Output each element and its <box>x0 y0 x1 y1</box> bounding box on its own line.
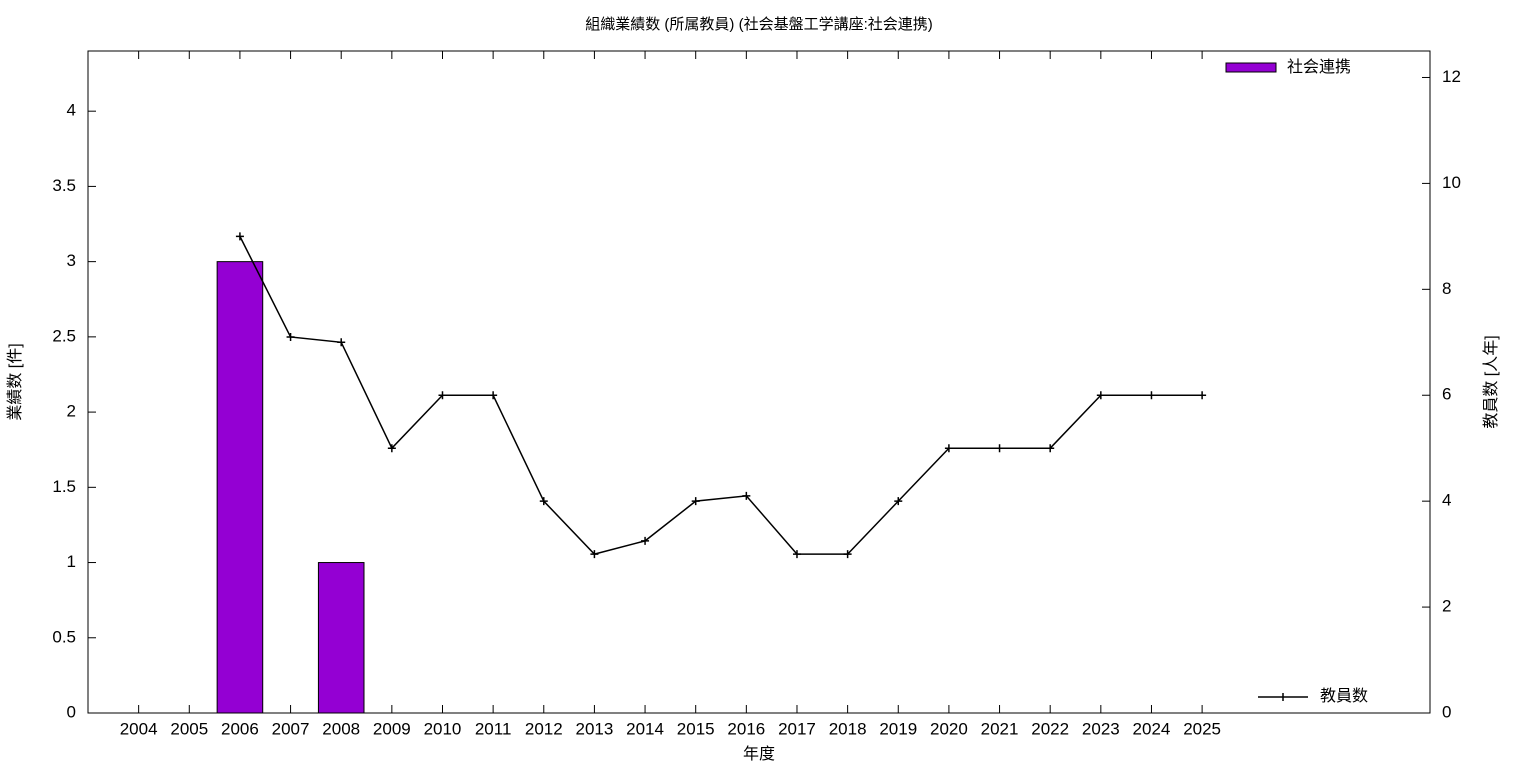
point <box>641 536 650 545</box>
point <box>691 497 700 506</box>
y-tick-label: 1 <box>67 552 76 571</box>
legend-label: 教員数 <box>1320 687 1368 705</box>
x-tick-label: 2024 <box>1133 719 1171 738</box>
point <box>1046 444 1055 453</box>
x-tick-label: 2004 <box>120 719 158 738</box>
x-tick-label: 2006 <box>221 719 259 738</box>
legend-line <box>1258 693 1308 701</box>
x-tick-label: 2018 <box>829 719 867 738</box>
point <box>1147 391 1156 400</box>
point <box>489 391 498 400</box>
y2-axis-label: 教員数 [人年] <box>1482 335 1500 428</box>
x-tick-label: 2009 <box>373 719 411 738</box>
bar <box>317 562 365 714</box>
point <box>894 497 903 506</box>
plot-frame <box>87 50 1431 714</box>
y-tick-label: 2.5 <box>52 326 76 345</box>
x-tick-label: 2021 <box>981 719 1019 738</box>
point <box>843 550 852 559</box>
y-tick-label: 0.5 <box>52 627 76 646</box>
y-tick-label: 1.5 <box>52 477 76 496</box>
x-tick-label: 2015 <box>677 719 715 738</box>
x-tick-label: 2022 <box>1031 719 1069 738</box>
chart-title: 組織業績数 (所属教員) (社会基盤工学講座:社会連携) <box>585 16 933 33</box>
bar <box>216 261 264 714</box>
x-tick-label: 2010 <box>424 719 462 738</box>
x-tick-label: 2013 <box>576 719 614 738</box>
y2-tick-label: 10 <box>1442 173 1461 192</box>
y2-tick-label: 4 <box>1442 491 1451 510</box>
x-tick-label: 2016 <box>727 719 765 738</box>
x-tick-label: 2012 <box>525 719 563 738</box>
point <box>235 232 244 241</box>
x-tick-label: 2011 <box>475 719 512 738</box>
y2-tick-label: 8 <box>1442 279 1451 298</box>
point <box>1096 391 1105 400</box>
x-tick-label: 2023 <box>1082 719 1120 738</box>
x-tick-label: 2019 <box>879 719 917 738</box>
y2-tick-label: 2 <box>1442 597 1451 616</box>
y2-tick-label: 12 <box>1442 67 1461 86</box>
legend-label: 社会連携 <box>1287 58 1351 76</box>
y-axis-label: 業績数 [件] <box>6 343 24 420</box>
line <box>239 236 1203 555</box>
y-tick-label: 3 <box>67 251 76 270</box>
x-tick-label: 2014 <box>626 719 664 738</box>
x-tick-label: 2005 <box>170 719 208 738</box>
x-tick-label: 2025 <box>1183 719 1221 738</box>
y-tick-label: 2 <box>67 402 76 421</box>
y-tick-label: 3.5 <box>52 176 76 195</box>
y2-tick-label: 0 <box>1442 702 1451 721</box>
legend-swatch <box>1225 62 1277 73</box>
point <box>742 491 751 500</box>
point <box>387 444 396 453</box>
point <box>286 332 295 341</box>
y2-tick-label: 6 <box>1442 385 1451 404</box>
x-axis-label: 年度 <box>743 745 775 763</box>
point <box>944 444 953 453</box>
y-tick-label: 4 <box>67 101 76 120</box>
point <box>438 391 447 400</box>
point <box>995 444 1004 453</box>
point <box>590 550 599 559</box>
x-tick-label: 2007 <box>272 719 310 738</box>
y-tick-label: 0 <box>67 702 76 721</box>
x-tick-label: 2008 <box>322 719 360 738</box>
point <box>539 497 548 506</box>
point <box>792 550 801 559</box>
x-tick-label: 2020 <box>930 719 968 738</box>
point <box>337 338 346 347</box>
x-tick-label: 2017 <box>778 719 816 738</box>
point <box>1198 391 1207 400</box>
